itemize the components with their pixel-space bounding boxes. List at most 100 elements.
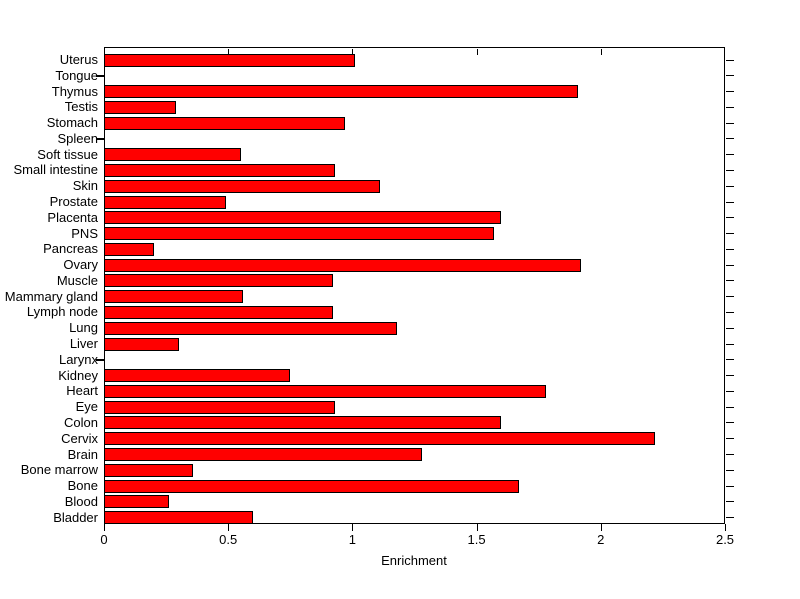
bar (104, 495, 169, 509)
y-axis-right-tick (726, 517, 734, 519)
bar (104, 100, 177, 114)
y-axis-right-tick (726, 327, 734, 329)
y-axis-right-tick (726, 248, 734, 250)
zero-value-tick (96, 137, 105, 140)
category-label: Testis (64, 99, 98, 115)
bar (104, 148, 241, 162)
category-label: Small intestine (13, 162, 98, 178)
bar (104, 463, 194, 477)
category-label: Lung (69, 320, 98, 336)
y-axis-right-tick (726, 185, 734, 187)
x-axis-tick-label: 0.5 (219, 532, 238, 547)
y-axis-right-tick (726, 296, 734, 298)
x-axis-tick-label: 2.5 (715, 532, 735, 547)
x-axis-tick (600, 524, 602, 531)
x-axis-title: Enrichment (381, 553, 447, 568)
y-axis-right-tick (726, 485, 734, 487)
x-axis-tick-label: 2 (597, 532, 605, 547)
x-axis-tick (104, 524, 105, 531)
y-axis-right-tick (726, 201, 734, 203)
y-axis-right-tick (726, 233, 734, 235)
y-axis-right-tick (726, 422, 734, 424)
y-axis-right-tick (726, 454, 734, 455)
y-axis-right-tick (726, 217, 734, 219)
category-label: Placenta (47, 209, 98, 225)
category-label: Spleen (57, 130, 98, 146)
bar (104, 305, 333, 319)
category-label: Eye (75, 399, 98, 415)
y-axis-right-tick (726, 343, 734, 345)
y-axis-right-tick (726, 138, 734, 140)
category-label: Tongue (55, 67, 98, 83)
bar (104, 85, 579, 99)
y-axis-right-tick (726, 311, 734, 313)
category-label: Stomach (46, 115, 98, 131)
bar (104, 211, 502, 225)
y-axis-right-tick (726, 375, 734, 377)
y-axis-right-tick (726, 106, 734, 108)
bar (104, 274, 333, 288)
x-axis-tick-label: 0 (100, 532, 108, 547)
y-axis-right-tick (726, 169, 734, 171)
category-label: Brain (67, 446, 98, 462)
category-label: Bone marrow (20, 462, 98, 478)
category-label: Thymus (51, 83, 98, 99)
category-label: Skin (72, 178, 98, 194)
y-axis-right-tick (726, 59, 734, 61)
y-axis-right-tick (726, 469, 734, 471)
category-label: Prostate (49, 194, 98, 210)
y-axis-right-tick (726, 122, 734, 124)
y-axis-right-tick (726, 264, 734, 266)
y-axis-right-tick (726, 359, 734, 361)
x-axis-tick (228, 524, 230, 531)
bar (104, 400, 335, 414)
bar (104, 511, 254, 525)
bar (104, 384, 547, 398)
bar (104, 227, 494, 241)
category-label: PNS (71, 225, 98, 241)
category-label: Blood (64, 493, 98, 509)
zero-value-tick (96, 358, 105, 361)
category-label: Lymph node (26, 304, 98, 320)
bar (104, 369, 291, 383)
category-label: Heart (66, 383, 98, 399)
x-axis-tick-label: 1.5 (467, 532, 486, 547)
zero-value-tick (96, 74, 105, 77)
category-label: Pancreas (43, 241, 98, 257)
x-axis-top-tick (476, 48, 478, 55)
bar (104, 163, 335, 177)
bar (104, 258, 581, 272)
bar (104, 290, 244, 304)
bar (104, 321, 398, 335)
bar (104, 448, 422, 461)
y-axis-right-tick (726, 390, 734, 392)
y-axis-right-tick (726, 280, 734, 282)
y-axis-right-tick (726, 501, 734, 503)
x-axis-tick-label: 1 (348, 532, 357, 547)
x-axis-tick (725, 524, 726, 531)
y-axis-right-tick (726, 406, 734, 408)
category-label: Uterus (59, 52, 98, 67)
bar (104, 116, 345, 130)
bar (104, 195, 226, 209)
x-axis-top-tick (352, 48, 354, 55)
category-label: Kidney (58, 367, 98, 383)
category-label: Colon (64, 414, 98, 430)
category-label: Larynx (58, 351, 98, 367)
bar (104, 242, 154, 256)
bar (104, 479, 519, 493)
bar (104, 416, 502, 430)
x-axis-tick (476, 524, 478, 531)
y-axis-right-tick (726, 75, 734, 77)
category-label: Ovary (63, 257, 98, 273)
x-axis-top-tick (228, 48, 230, 55)
category-label: Cervix (61, 430, 98, 446)
category-label: Muscle (56, 272, 98, 288)
bar (104, 179, 380, 193)
x-axis-tick (352, 524, 354, 531)
y-axis-right-tick (726, 91, 734, 93)
category-label: Bone (67, 478, 98, 494)
category-label: Liver (69, 336, 98, 352)
y-axis-right-tick (726, 154, 734, 156)
